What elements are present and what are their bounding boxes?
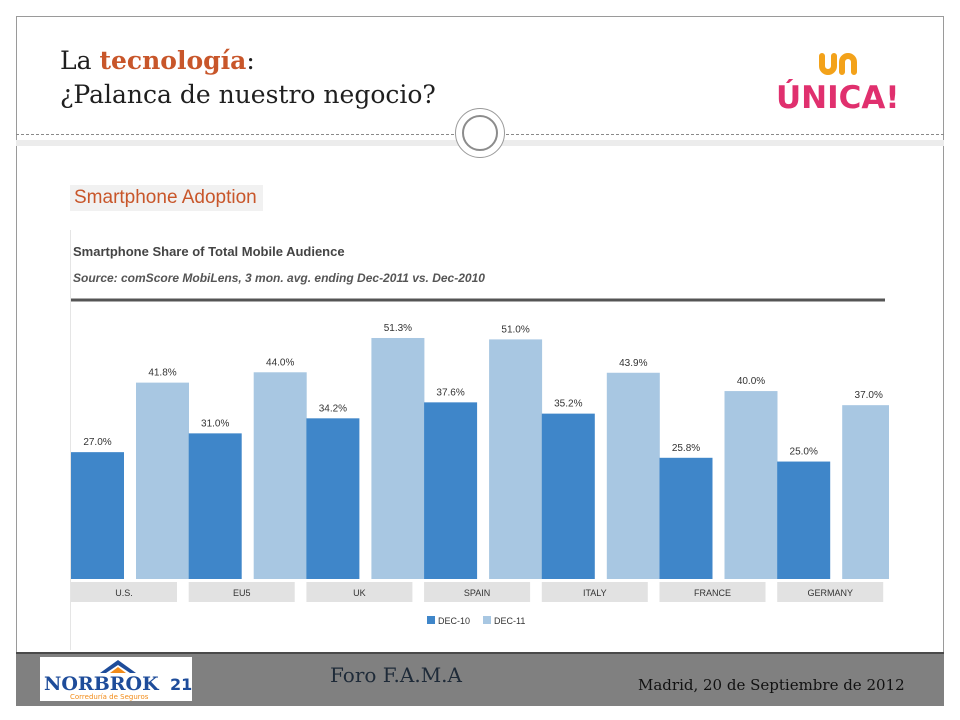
chart-subtitle: Source: comScore MobiLens, 3 mon. avg. e… bbox=[73, 271, 485, 285]
chart-title: Smartphone Share of Total Mobile Audienc… bbox=[73, 244, 345, 259]
bar-dec-10-0 bbox=[71, 452, 124, 579]
bar-dec-11-5 bbox=[724, 391, 778, 579]
category-box bbox=[777, 582, 884, 602]
category-label: UK bbox=[353, 588, 366, 598]
unica-logo: ÚNICA! bbox=[776, 53, 900, 116]
data-label: 37.0% bbox=[855, 390, 883, 401]
category-box bbox=[541, 582, 648, 602]
category-box bbox=[188, 582, 295, 602]
data-label: 43.9% bbox=[619, 358, 647, 369]
bar-dec-11-3 bbox=[489, 339, 543, 579]
category-box bbox=[659, 582, 766, 602]
footer-date: Madrid, 20 de Septiembre de 2012 bbox=[638, 676, 905, 694]
category-box bbox=[424, 582, 531, 602]
title-accent: tecnología bbox=[99, 46, 247, 75]
legend-swatch bbox=[483, 616, 491, 624]
category-box bbox=[306, 582, 413, 602]
data-label: 34.2% bbox=[319, 403, 347, 414]
category-label: SPAIN bbox=[464, 588, 490, 598]
bar-dec-11-6 bbox=[842, 405, 889, 579]
title-prefix: La bbox=[60, 46, 100, 75]
legend-label: DEC-11 bbox=[494, 616, 525, 626]
slide-title: La tecnología: ¿Palanca de nuestro negoc… bbox=[60, 44, 436, 112]
norbrok-roof-mark bbox=[100, 660, 136, 673]
bar-dec-10-2 bbox=[306, 418, 360, 579]
unica-logo-mark bbox=[819, 53, 857, 75]
data-label: 41.8% bbox=[148, 368, 176, 379]
bar-dec-11-1 bbox=[253, 372, 307, 579]
data-label: 51.3% bbox=[384, 323, 412, 334]
header-circle-ornament bbox=[455, 108, 505, 158]
circle-inner-ring bbox=[462, 115, 498, 151]
data-label: 51.0% bbox=[501, 324, 529, 335]
title-suffix: : bbox=[246, 46, 255, 75]
data-label: 25.8% bbox=[672, 443, 700, 454]
category-label: ITALY bbox=[583, 588, 607, 598]
data-label: 27.0% bbox=[83, 437, 111, 448]
data-label: 31.0% bbox=[201, 418, 229, 429]
data-label: 40.0% bbox=[737, 376, 765, 387]
data-label: 44.0% bbox=[266, 357, 294, 368]
norbrok-logo-sub: Correduría de Seguros bbox=[70, 693, 149, 701]
bar-dec-10-3 bbox=[424, 402, 478, 579]
legend-label: DEC-10 bbox=[438, 616, 470, 626]
legend-swatch bbox=[427, 616, 435, 624]
section-heading: Smartphone Adoption bbox=[70, 185, 263, 211]
category-label: EU5 bbox=[233, 588, 251, 598]
chart-panel: Smartphone Share of Total Mobile Audienc… bbox=[70, 230, 889, 650]
unica-logo-text: ÚNICA! bbox=[776, 79, 900, 116]
bar-dec-10-1 bbox=[188, 433, 242, 579]
footer-event: Foro F.A.M.A bbox=[330, 663, 462, 687]
data-label: 35.2% bbox=[554, 399, 582, 410]
data-label: 25.0% bbox=[790, 447, 818, 458]
norbrok-logo-number: 21 bbox=[170, 675, 192, 694]
bar-dec-10-6 bbox=[777, 461, 831, 579]
bar-dec-10-5 bbox=[659, 457, 713, 579]
norbrok-logo: NORBROK 21 Correduría de Seguros bbox=[40, 657, 192, 701]
category-box bbox=[71, 582, 177, 602]
data-label: 37.6% bbox=[436, 387, 464, 398]
bar-dec-11-0 bbox=[136, 382, 189, 579]
norbrok-roof-accent bbox=[110, 667, 126, 673]
category-label: FRANCE bbox=[694, 588, 731, 598]
category-label: U.S. bbox=[115, 588, 133, 598]
bar-dec-11-2 bbox=[371, 337, 425, 579]
title-line2: ¿Palanca de nuestro negocio? bbox=[60, 80, 436, 109]
bar-dec-10-4 bbox=[541, 413, 595, 579]
norbrok-logo-text: NORBROK bbox=[44, 673, 160, 695]
bar-dec-11-4 bbox=[606, 372, 660, 579]
category-label: GERMANY bbox=[807, 588, 853, 598]
bar-chart: Smartphone Share of Total Mobile Audienc… bbox=[71, 244, 889, 626]
